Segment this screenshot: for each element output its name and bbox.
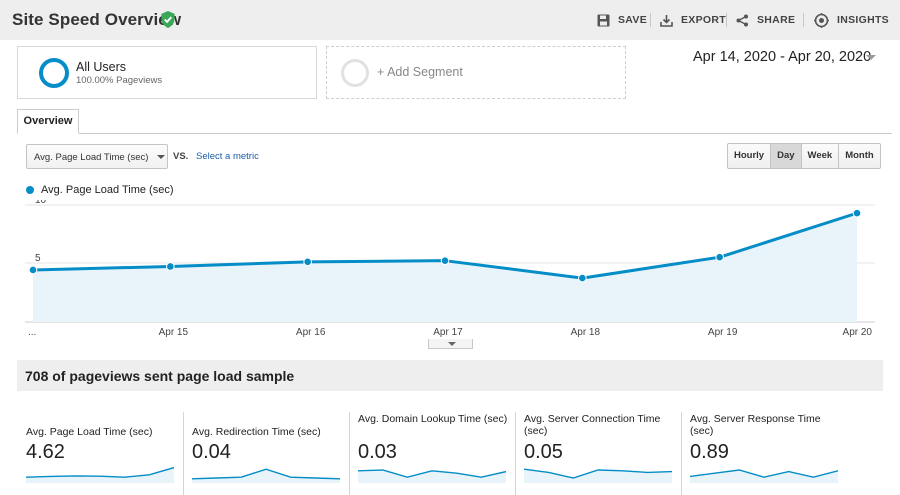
metric-card[interactable]: Avg. Page Load Time (sec) 4.62 xyxy=(26,410,176,495)
insights-button[interactable]: INSIGHTS xyxy=(814,12,889,28)
metric-value: 0.89 xyxy=(690,441,729,463)
sparkline-area xyxy=(690,470,838,483)
month-button[interactable]: Month xyxy=(839,144,880,168)
chart-collapse-handle[interactable] xyxy=(428,339,473,349)
legend-label: Avg. Page Load Time (sec) xyxy=(41,184,174,196)
sparkline-line xyxy=(192,468,340,480)
share-icon xyxy=(736,14,748,26)
add-segment-button[interactable]: + Add Segment xyxy=(326,46,626,99)
chevron-down-icon xyxy=(157,155,165,159)
insights-label: INSIGHTS xyxy=(837,14,889,26)
share-button[interactable]: SHARE xyxy=(736,12,795,28)
x-tick-label: Apr 20 xyxy=(843,327,873,338)
share-label: SHARE xyxy=(757,14,796,26)
metric-label: Avg. Domain Lookup Time (sec) xyxy=(358,413,508,425)
x-tick-label: Apr 18 xyxy=(571,327,601,338)
series-area xyxy=(33,213,857,322)
metric-value: 0.03 xyxy=(358,441,397,463)
sparkline xyxy=(358,469,506,483)
data-point xyxy=(578,273,587,283)
divider xyxy=(650,13,651,27)
metric-value: 4.62 xyxy=(26,441,65,463)
y-tick-label: 5 xyxy=(35,253,41,264)
data-point xyxy=(715,252,724,262)
metric-value: 0.05 xyxy=(524,441,563,463)
week-button[interactable]: Week xyxy=(801,144,840,168)
page-title: Site Speed Overview xyxy=(12,10,182,29)
sparkline-line xyxy=(358,469,506,478)
metric-label: Avg. Redirection Time (sec) xyxy=(192,426,321,438)
legend-marker xyxy=(26,186,34,194)
data-point xyxy=(303,257,312,267)
data-point xyxy=(28,265,38,275)
vs-label: VS. xyxy=(173,151,189,162)
sparkline-line xyxy=(26,466,174,478)
hourly-button[interactable]: Hourly xyxy=(728,144,772,168)
line-chart: 5 10... Apr 15 Apr 16 Apr 17 Apr 18 Apr 19 Apr … xyxy=(25,200,875,338)
sparkline xyxy=(26,466,174,483)
metric-label: Avg. Server Response Time (sec) xyxy=(690,413,821,437)
day-button[interactable]: Day xyxy=(771,144,802,168)
sparkline xyxy=(192,468,340,483)
add-segment-label: + Add Segment xyxy=(377,65,463,79)
metric-label: Avg. Server Connection Time (sec) xyxy=(524,413,661,437)
verified-shield-icon xyxy=(161,11,175,28)
metric-select[interactable]: Avg. Page Load Time (sec) xyxy=(26,144,168,169)
x-tick-label: Apr 17 xyxy=(433,327,463,338)
segment-placeholder-ring-icon xyxy=(341,59,369,87)
insights-icon xyxy=(814,12,829,28)
tab-overview[interactable]: Overview xyxy=(17,109,79,134)
sample-summary-bar: 708 of pageviews sent page load sample xyxy=(17,360,883,391)
metric-card[interactable]: Avg. Domain Lookup Time (sec) 0.03 xyxy=(358,410,508,495)
x-tick-label: Apr 19 xyxy=(708,327,738,338)
sparkline-area xyxy=(524,469,672,483)
sparkline-area xyxy=(358,470,506,483)
date-range-picker[interactable]: Apr 14, 2020 - Apr 20, 2020 xyxy=(693,49,872,65)
metric-card[interactable]: Avg. Redirection Time (sec) 0.04 xyxy=(192,410,342,495)
segment-subtitle: 100.00% Pageviews xyxy=(76,75,163,86)
page-header: Site Speed Overview SAVE EXPORT SHARE xyxy=(0,0,900,40)
data-point xyxy=(440,256,450,265)
segment-ring-icon xyxy=(39,58,69,88)
time-granularity-group: Hourly Day Week Month xyxy=(727,143,881,169)
y-tick-label: 10 xyxy=(35,200,47,206)
x-tick-label: Apr 15 xyxy=(159,327,189,338)
metric-value: 0.04 xyxy=(192,441,231,463)
sparkline-area xyxy=(26,467,174,483)
data-point xyxy=(166,262,175,271)
save-icon xyxy=(597,14,610,26)
save-button[interactable]: SAVE xyxy=(597,12,647,28)
card-divider xyxy=(183,412,184,495)
sparkline xyxy=(524,468,672,483)
sparkline-line xyxy=(690,469,838,478)
segment-all-users[interactable]: All Users 100.00% Pageviews xyxy=(17,46,317,99)
sparkline-line xyxy=(524,468,672,479)
x-tick-label: ... xyxy=(28,327,36,338)
export-icon xyxy=(660,14,673,27)
save-label: SAVE xyxy=(618,14,648,26)
chevron-down-icon[interactable] xyxy=(866,55,876,60)
divider xyxy=(726,13,727,27)
divider xyxy=(803,13,804,27)
card-divider xyxy=(681,412,682,495)
export-button[interactable]: EXPORT xyxy=(660,12,726,28)
tab-divider xyxy=(17,133,892,134)
segment-name: All Users xyxy=(76,60,127,74)
data-point xyxy=(852,208,862,218)
card-divider xyxy=(515,412,516,495)
sample-summary-text: 708 of pageviews sent page load sample xyxy=(25,368,295,384)
sparkline xyxy=(690,469,838,483)
export-label: EXPORT xyxy=(681,14,726,26)
sparkline-area xyxy=(192,469,340,483)
metric-card[interactable]: Avg. Server Connection Time (sec) 0.05 xyxy=(524,410,674,495)
x-tick-label: Apr 16 xyxy=(296,327,326,338)
metric-label: Avg. Page Load Time (sec) xyxy=(26,426,153,438)
metric-card[interactable]: Avg. Server Response Time (sec) 0.89 xyxy=(690,410,840,495)
card-divider xyxy=(349,412,350,495)
select-metric-link[interactable]: Select a metric xyxy=(196,151,259,162)
